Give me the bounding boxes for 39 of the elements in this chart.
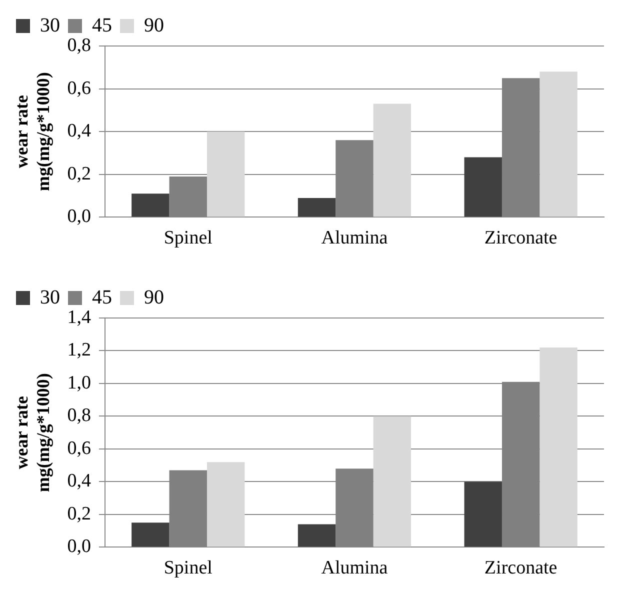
bar xyxy=(298,524,336,547)
legend-label: 90 xyxy=(144,14,164,36)
y-tick-label: 0,2 xyxy=(67,503,91,524)
y-axis-title: wear rate mg(mg/g*1000) xyxy=(11,72,54,192)
x-tick-label: Spinel xyxy=(164,228,212,249)
x-tick-label: Zirconate xyxy=(484,558,558,579)
bar xyxy=(206,132,245,217)
bar xyxy=(540,72,578,217)
bar xyxy=(132,522,170,547)
y-tick-label: 0,4 xyxy=(67,120,92,142)
legend-label: 30 xyxy=(40,286,60,308)
y-tick-label: 0,6 xyxy=(67,438,91,459)
y-tick-label: 1,4 xyxy=(67,306,92,328)
y-tick-label: 0,8 xyxy=(67,405,91,426)
y-axis-title: wear rate mg(mg/g*1000) xyxy=(11,373,54,492)
bar xyxy=(206,462,245,547)
legend-label: 90 xyxy=(144,286,164,308)
bar xyxy=(373,104,412,217)
bar xyxy=(464,157,502,217)
y-tick-label: 0,0 xyxy=(67,206,91,228)
y-tick-label: 1,0 xyxy=(67,372,91,394)
y-tick-label: 0,4 xyxy=(67,470,92,492)
bar xyxy=(373,416,412,547)
bar xyxy=(298,198,336,217)
x-tick-label: Spinel xyxy=(164,558,212,579)
y-tick-label: 0,2 xyxy=(67,163,91,184)
y-tick-label: 0,6 xyxy=(67,78,91,99)
x-tick-label: Alumina xyxy=(321,558,388,579)
legend-label: 45 xyxy=(92,14,112,36)
x-tick-label: Zirconate xyxy=(484,228,558,249)
legend-label: 45 xyxy=(92,286,112,308)
y-tick-label: 0,0 xyxy=(67,536,91,558)
legend-label: 30 xyxy=(40,14,60,36)
y-tick-label: 1,2 xyxy=(67,340,91,361)
x-tick-label: Alumina xyxy=(321,228,388,249)
bar xyxy=(132,194,170,217)
bar xyxy=(540,347,578,547)
bar xyxy=(464,482,502,547)
y-tick-label: 0,8 xyxy=(67,34,91,56)
